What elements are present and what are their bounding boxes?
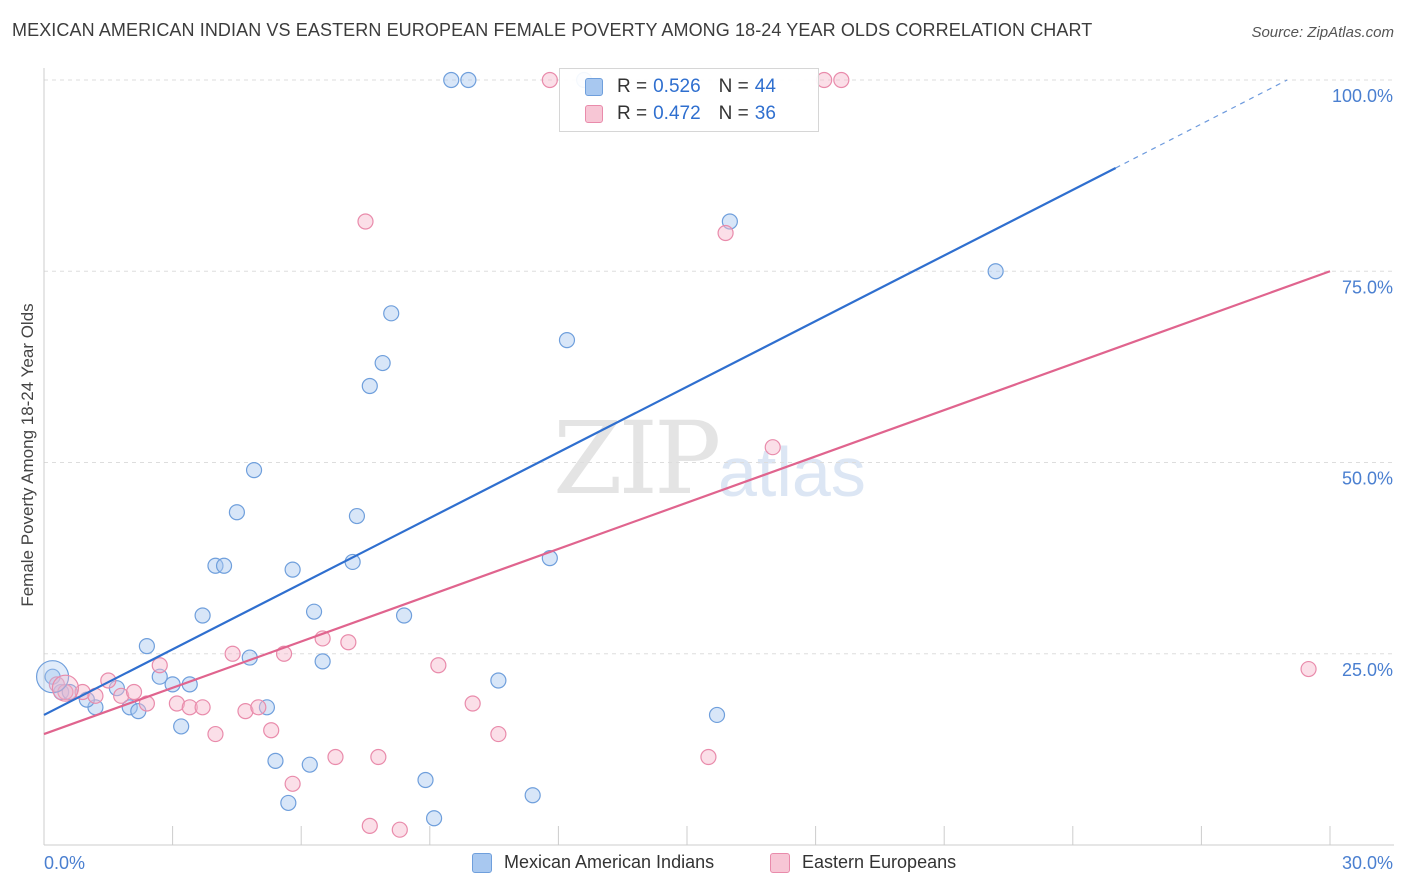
legend-swatch-pink — [585, 105, 603, 123]
chart-title: MEXICAN AMERICAN INDIAN VS EASTERN EUROP… — [12, 20, 1093, 40]
mexican-american-indian-point — [284, 561, 301, 578]
mexican-american-indian-point — [314, 653, 331, 670]
mexican-american-indian-point — [558, 332, 576, 349]
mexican-american-indian-point — [228, 504, 245, 521]
eastern-european-cluster-point — [51, 674, 80, 702]
source-credit: Source: ZipAtlas.com — [1251, 24, 1394, 41]
mexican-american-indian-point — [245, 462, 263, 479]
series-swatch-blue — [472, 852, 492, 873]
eastern-european-point — [168, 695, 185, 712]
mexican-american-indian-point — [460, 71, 477, 89]
mexican-american-indian-point — [207, 557, 224, 574]
mexican-american-indian-point — [173, 718, 190, 735]
series-legend-item-eastern-europeans[interactable]: Eastern Europeans — [770, 852, 956, 873]
eastern-european-point — [700, 748, 717, 766]
legend-r-value: 0.472 — [653, 103, 701, 124]
eastern-european-point — [263, 722, 280, 739]
legend-r-value: 0.526 — [653, 76, 701, 97]
eastern-european-point — [181, 699, 198, 716]
mexican-american-indian-point — [395, 607, 413, 624]
eastern-european-point — [430, 657, 447, 674]
y-tick-label: 50.0% — [1342, 469, 1393, 489]
series-legend-label: Eastern Europeans — [802, 852, 957, 872]
series-legend-item-mexican-american-indians[interactable]: Mexican American Indians — [472, 852, 714, 873]
eastern-european-point — [125, 683, 143, 701]
mexican-american-indian-point — [258, 699, 276, 716]
eastern-european-point — [361, 817, 378, 834]
eastern-european-point — [237, 703, 254, 720]
eastern-european-point — [764, 439, 781, 456]
mexican-american-indian-point — [138, 637, 155, 655]
mexican-american-indian-cluster-point — [35, 660, 70, 694]
eastern-european-point — [284, 775, 301, 792]
mexican-american-indian-point — [987, 263, 1004, 280]
y-tick-label: 100.0% — [1332, 86, 1393, 106]
mexican-american-indian-point — [53, 683, 70, 701]
series-legend: Mexican American Indians Eastern Europea… — [0, 852, 1406, 876]
mexican-american-indian-point — [348, 507, 366, 525]
mexican-american-indian-point — [361, 377, 378, 395]
mexican-american-indian-point — [443, 71, 460, 89]
eastern-european-point — [151, 657, 168, 674]
legend-row-eastern-europeans: R = 0.472 N = 36 — [560, 101, 776, 127]
mexican-american-indian-point — [490, 672, 507, 689]
eastern-european-point — [113, 687, 130, 704]
eastern-european-point — [370, 748, 387, 766]
series-swatch-pink — [770, 852, 790, 873]
legend-n-value: 36 — [754, 103, 776, 124]
series-legend-label: Mexican American Indians — [504, 852, 715, 872]
eastern-european-point — [224, 645, 241, 662]
y-tick-label: 75.0% — [1342, 277, 1393, 297]
eastern-european-point — [194, 699, 211, 716]
eastern-european-point — [327, 748, 344, 766]
legend-n-label: N = — [718, 103, 749, 124]
legend-n-label: N = — [718, 76, 749, 97]
legend-r-label: R = — [617, 103, 648, 124]
eastern-european-point — [717, 224, 734, 242]
mexican-american-indian-point — [425, 810, 443, 827]
mexican-american-indians-trend-line — [43, 166, 1117, 716]
mexican-american-indian-point — [383, 305, 400, 322]
mexican-american-indian-point — [524, 787, 541, 804]
mexican-american-indian-point — [61, 683, 78, 701]
legend-n-value: 44 — [754, 76, 776, 97]
mexican-american-indian-point — [215, 557, 233, 574]
eastern-european-point — [1300, 660, 1317, 678]
x-tick-label: 0.0% — [44, 853, 85, 873]
eastern-europeans-trend-line — [43, 270, 1331, 736]
legend-swatch-blue — [585, 78, 603, 96]
eastern-european-point — [207, 725, 224, 743]
eastern-european-point — [340, 634, 357, 651]
mexican-american-indian-point — [151, 668, 168, 685]
x-tick-label: 30.0% — [1342, 853, 1393, 873]
mexican-american-indian-point — [305, 603, 323, 620]
mexican-american-indian-point — [267, 752, 284, 769]
y-tick-label: 25.0% — [1342, 660, 1393, 680]
mexican-american-indians-trend-extension — [1115, 79, 1288, 169]
eastern-european-point — [833, 71, 850, 89]
eastern-european-point — [541, 71, 558, 89]
legend-row-mexican-american-indians: R = 0.526 N = 44 — [560, 74, 776, 100]
eastern-european-point — [250, 699, 267, 716]
mexican-american-indian-point — [280, 794, 297, 812]
eastern-european-point — [490, 725, 507, 743]
mexican-american-indian-point — [194, 607, 211, 624]
correlation-legend: R = 0.526 N = 44 R = 0.472 N = 36 — [559, 68, 819, 132]
legend-r-label: R = — [617, 76, 648, 97]
eastern-european-point — [357, 213, 374, 230]
mexican-american-indian-point — [708, 706, 726, 724]
mexican-american-indian-point — [301, 756, 318, 773]
eastern-european-point — [391, 821, 408, 838]
watermark-zip: ZIP — [553, 400, 721, 517]
eastern-european-point — [464, 695, 481, 712]
mexican-american-indian-point — [417, 771, 434, 789]
mexican-american-indian-point — [374, 354, 391, 372]
